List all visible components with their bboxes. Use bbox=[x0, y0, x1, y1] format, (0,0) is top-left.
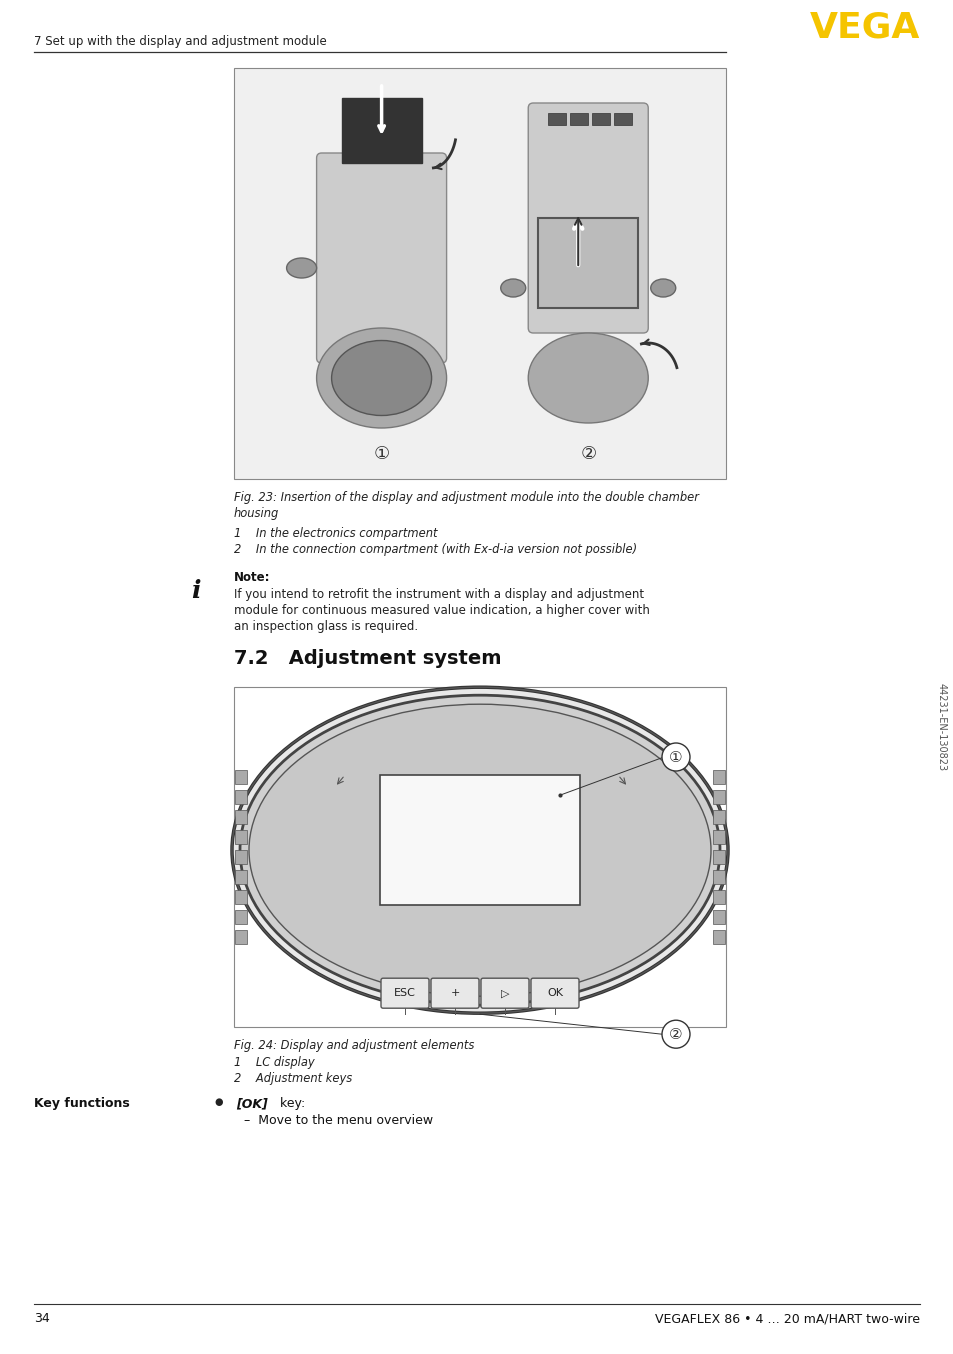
Text: an inspection glass is required.: an inspection glass is required. bbox=[233, 620, 417, 634]
Text: i: i bbox=[191, 580, 200, 603]
Text: ▷: ▷ bbox=[500, 988, 509, 998]
Text: 2    In the connection compartment (with Ex-d-ia version not possible): 2 In the connection compartment (with Ex… bbox=[233, 543, 637, 556]
Ellipse shape bbox=[332, 340, 431, 416]
Bar bbox=[234, 770, 247, 784]
Text: ①: ① bbox=[668, 750, 682, 765]
Bar bbox=[233, 686, 725, 1026]
Ellipse shape bbox=[249, 704, 710, 997]
Bar bbox=[592, 112, 610, 125]
Ellipse shape bbox=[500, 279, 525, 297]
Text: VEGAFLEX 86 • 4 … 20 mA/HART two-wire: VEGAFLEX 86 • 4 … 20 mA/HART two-wire bbox=[655, 1312, 919, 1326]
Text: TWIST: TWIST bbox=[464, 715, 495, 724]
Text: housing: housing bbox=[233, 506, 279, 520]
Bar bbox=[234, 871, 247, 884]
Ellipse shape bbox=[316, 328, 446, 428]
Text: ②: ② bbox=[579, 445, 596, 463]
FancyBboxPatch shape bbox=[431, 978, 478, 1009]
FancyBboxPatch shape bbox=[380, 978, 429, 1009]
Bar bbox=[234, 810, 247, 825]
Bar bbox=[234, 850, 247, 864]
Ellipse shape bbox=[650, 279, 675, 297]
Text: ①: ① bbox=[374, 445, 389, 463]
Bar bbox=[712, 850, 724, 864]
FancyBboxPatch shape bbox=[316, 153, 446, 363]
FancyBboxPatch shape bbox=[480, 978, 529, 1009]
Bar bbox=[233, 68, 725, 479]
Bar bbox=[234, 830, 247, 844]
Text: ESC: ESC bbox=[394, 988, 416, 998]
Text: OK: OK bbox=[546, 988, 562, 998]
Text: module for continuous measured value indication, a higher cover with: module for continuous measured value ind… bbox=[233, 604, 649, 617]
Text: LOCK: LOCK bbox=[578, 743, 600, 768]
Text: ②: ② bbox=[668, 1026, 682, 1041]
Text: VEGA: VEGA bbox=[809, 11, 919, 45]
Text: 44231-EN-130823: 44231-EN-130823 bbox=[936, 682, 946, 770]
FancyBboxPatch shape bbox=[531, 978, 578, 1009]
Bar bbox=[548, 112, 566, 125]
Text: 1    In the electronics compartment: 1 In the electronics compartment bbox=[233, 527, 437, 540]
Text: 2    Adjustment keys: 2 Adjustment keys bbox=[233, 1072, 352, 1085]
Circle shape bbox=[661, 1020, 689, 1048]
Ellipse shape bbox=[286, 259, 316, 278]
Text: Note:: Note: bbox=[233, 571, 271, 584]
Text: If you intend to retrofit the instrument with a display and adjustment: If you intend to retrofit the instrument… bbox=[233, 588, 643, 601]
Bar bbox=[570, 112, 588, 125]
Text: key:: key: bbox=[275, 1097, 305, 1110]
Bar bbox=[234, 930, 247, 944]
Bar bbox=[712, 770, 724, 784]
Bar bbox=[614, 112, 632, 125]
Bar bbox=[712, 830, 724, 844]
Circle shape bbox=[661, 743, 689, 770]
Text: 1    LC display: 1 LC display bbox=[233, 1056, 314, 1070]
Text: –  Move to the menu overview: – Move to the menu overview bbox=[244, 1114, 433, 1127]
Bar bbox=[712, 791, 724, 804]
Ellipse shape bbox=[232, 688, 727, 1013]
Bar bbox=[712, 810, 724, 825]
Bar bbox=[712, 890, 724, 904]
Text: OPEN: OPEN bbox=[358, 742, 381, 768]
Ellipse shape bbox=[240, 695, 720, 1005]
Bar bbox=[712, 930, 724, 944]
Text: 34: 34 bbox=[34, 1312, 50, 1326]
Text: +: + bbox=[450, 988, 459, 998]
Bar bbox=[537, 218, 638, 307]
Text: 7 Set up with the display and adjustment module: 7 Set up with the display and adjustment… bbox=[34, 35, 327, 47]
Bar bbox=[234, 910, 247, 925]
Text: Fig. 23: Insertion of the display and adjustment module into the double chamber: Fig. 23: Insertion of the display and ad… bbox=[233, 492, 699, 504]
FancyBboxPatch shape bbox=[528, 103, 647, 333]
Text: Key functions: Key functions bbox=[34, 1097, 130, 1110]
Ellipse shape bbox=[528, 333, 647, 422]
Text: ●: ● bbox=[213, 1097, 222, 1108]
Bar bbox=[341, 97, 421, 162]
Bar bbox=[379, 776, 579, 906]
Text: Fig. 24: Display and adjustment elements: Fig. 24: Display and adjustment elements bbox=[233, 1039, 474, 1052]
Bar bbox=[234, 791, 247, 804]
Text: [OK]: [OK] bbox=[235, 1097, 268, 1110]
Bar bbox=[712, 910, 724, 925]
Text: 7.2   Adjustment system: 7.2 Adjustment system bbox=[233, 649, 501, 668]
Bar bbox=[712, 871, 724, 884]
Bar bbox=[234, 890, 247, 904]
